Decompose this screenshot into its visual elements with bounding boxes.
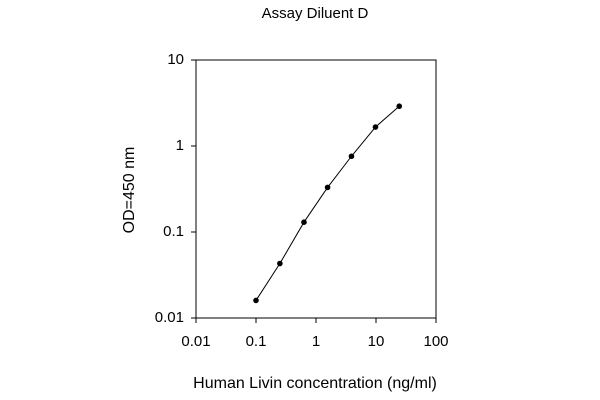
y-tick-label: 0.1 [163,223,184,240]
x-tick-label: 0.01 [181,333,210,350]
data-point [372,124,379,130]
series-line [255,105,400,301]
data-point [277,260,283,267]
data-point [253,297,259,304]
data-point [301,219,307,226]
y-tick-label: 0.01 [155,309,184,326]
x-tick-label: 0.1 [246,333,267,350]
x-tick-label: 100 [423,333,448,350]
data-point [324,184,331,191]
data-point [348,153,355,160]
plot-frame [195,59,437,319]
y-tick-label: 1 [176,137,184,154]
x-tick-label: 10 [368,333,385,350]
y-tick-label: 10 [167,51,184,68]
x-axis-title: Human Livin concentration (ng/ml) [193,375,437,392]
y-axis-title: OD=450 nm [121,147,138,234]
chart-title: Assay Diluent D [262,5,369,22]
x-tick-label: 1 [312,333,320,350]
data-point [396,103,403,110]
